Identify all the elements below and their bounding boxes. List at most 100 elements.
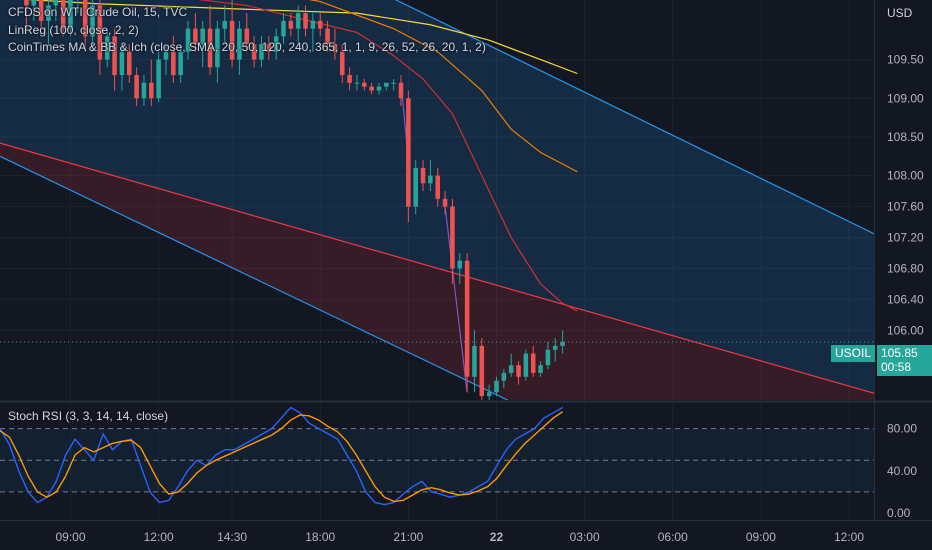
stoch-k-line xyxy=(0,406,563,506)
candle-body xyxy=(442,198,448,207)
candle-body xyxy=(325,28,330,45)
candle-body xyxy=(60,0,66,29)
time-tick-label: 06:00 xyxy=(658,530,688,544)
candle-body xyxy=(200,28,205,45)
candle-body xyxy=(398,82,404,99)
time-tick-label: 09:00 xyxy=(55,530,85,544)
time-tick-label: 14:30 xyxy=(217,530,247,544)
candle-body xyxy=(332,44,338,52)
candle-body xyxy=(90,5,95,37)
time-tick-label: 03:00 xyxy=(570,530,600,544)
candle-body xyxy=(185,28,191,52)
candle-body xyxy=(31,0,37,6)
candle-body xyxy=(193,28,198,45)
candle-body xyxy=(156,59,161,99)
candle-body xyxy=(178,51,183,76)
candle-body xyxy=(376,86,382,91)
candle-body xyxy=(295,13,301,29)
time-tick-label: 21:00 xyxy=(393,530,423,544)
candle-body xyxy=(24,0,29,6)
candle-body xyxy=(310,20,316,29)
candle-body xyxy=(457,260,463,269)
candle-body xyxy=(486,392,492,397)
candle-body xyxy=(281,20,286,37)
candle-body xyxy=(119,51,125,76)
candle-body xyxy=(545,349,551,366)
rsi-tick-label: 0.00 xyxy=(887,506,911,520)
candle-body xyxy=(303,13,308,29)
candle-body xyxy=(141,82,147,99)
candle-body xyxy=(472,345,477,377)
candle-body xyxy=(494,380,499,393)
candle-body xyxy=(552,345,558,350)
ma-line xyxy=(308,0,578,173)
regression-middle-line xyxy=(0,142,874,394)
candle-body xyxy=(479,345,485,397)
candle-body xyxy=(46,5,51,21)
price-tick-label: 106.00 xyxy=(887,323,924,337)
time-tick-label: 18:00 xyxy=(305,530,335,544)
candle-body xyxy=(530,353,536,373)
candle-body xyxy=(406,98,411,207)
candle-body xyxy=(288,20,294,29)
candle-body xyxy=(317,20,323,29)
countdown-timer: 00:58 xyxy=(881,360,912,374)
candle-body xyxy=(215,28,220,68)
candle-body xyxy=(508,365,514,373)
candle-body xyxy=(163,51,169,60)
time-tick-label: 12:00 xyxy=(144,530,174,544)
candle-body xyxy=(538,365,543,373)
candle-body xyxy=(82,0,88,37)
candle-body xyxy=(244,28,250,45)
candle-body xyxy=(369,86,374,91)
candle-body xyxy=(391,82,396,84)
candle-body xyxy=(53,0,59,6)
candle-body xyxy=(134,75,139,99)
time-tick-label: 09:00 xyxy=(746,530,776,544)
regression-lower-line xyxy=(0,155,508,400)
candle-body xyxy=(229,20,235,60)
candle-body xyxy=(259,44,264,60)
price-tick-label: 107.20 xyxy=(887,231,924,245)
candle-body xyxy=(251,44,257,60)
price-tick-label: 108.50 xyxy=(887,130,924,144)
rsi-tick-label: 40.00 xyxy=(887,464,917,478)
candle-body xyxy=(149,82,154,99)
candle-body xyxy=(428,175,433,184)
main-pane xyxy=(0,0,874,400)
rsi-pane xyxy=(0,406,874,506)
symbol-tag[interactable]: USOIL xyxy=(831,345,876,362)
candle-body xyxy=(435,175,441,199)
candle-body xyxy=(362,82,367,87)
last-price-value: 105.85 xyxy=(881,346,918,360)
candle-body xyxy=(560,341,565,346)
last-price-tag: 105.85 00:58 xyxy=(877,345,932,376)
candle-body xyxy=(523,353,529,377)
candle-body xyxy=(207,28,213,68)
candle-body xyxy=(97,5,103,60)
candle-body xyxy=(347,75,352,83)
time-tick-label: 22 xyxy=(490,530,504,544)
candle-body xyxy=(413,167,418,207)
candle-body xyxy=(38,0,44,21)
candle-body xyxy=(266,44,272,52)
candle-body xyxy=(339,51,345,76)
candle-body xyxy=(420,167,426,184)
candle-body xyxy=(104,36,110,60)
rsi-tick-label: 80.00 xyxy=(887,422,917,436)
candle-body xyxy=(126,51,132,76)
candle-body xyxy=(273,36,279,52)
price-tick-label: 106.80 xyxy=(887,261,924,275)
price-tick-label: 109.50 xyxy=(887,53,924,67)
regression-upper-line xyxy=(394,0,874,235)
candle-body xyxy=(171,51,176,76)
symbol-tag-text: USOIL xyxy=(835,346,872,360)
candle-body xyxy=(450,206,455,269)
time-tick-label: 12:00 xyxy=(834,530,864,544)
price-tick-label: 109.00 xyxy=(887,91,924,105)
candle-body xyxy=(501,372,507,381)
candle-body xyxy=(237,28,242,60)
candle-body xyxy=(464,260,470,377)
candle-body xyxy=(68,0,73,29)
